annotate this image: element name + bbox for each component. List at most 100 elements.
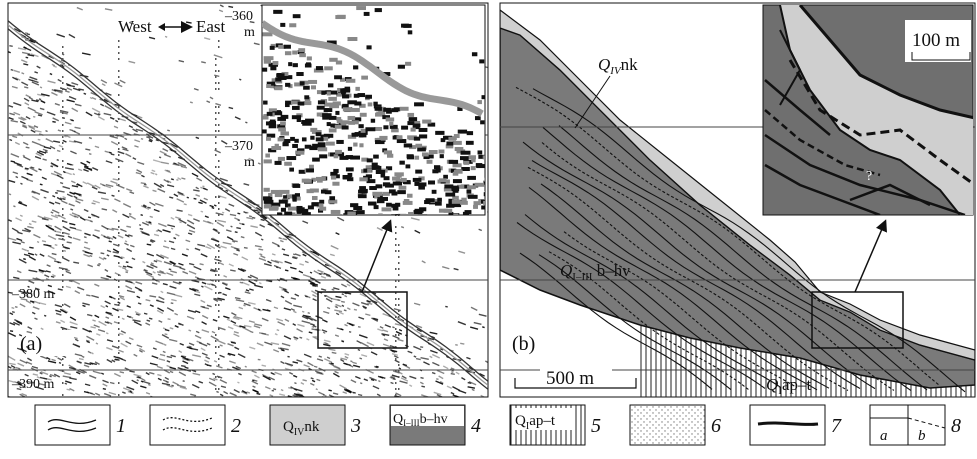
pixel xyxy=(264,200,274,204)
pixel xyxy=(393,181,402,185)
pixel xyxy=(328,97,337,101)
pixel xyxy=(335,150,342,154)
pixel xyxy=(356,210,364,214)
pixel xyxy=(475,183,485,187)
pixel xyxy=(382,192,390,196)
pixel xyxy=(408,30,413,34)
pixel xyxy=(445,193,455,197)
pixel xyxy=(374,205,379,209)
trace-noise xyxy=(62,304,64,306)
trace-noise xyxy=(118,292,120,294)
trace-noise xyxy=(398,334,400,336)
trace-noise xyxy=(398,364,400,366)
pixel xyxy=(452,200,461,204)
pixel xyxy=(382,207,392,211)
pixel xyxy=(366,45,371,49)
pixel xyxy=(309,165,314,169)
pixel xyxy=(418,182,426,186)
pixel xyxy=(383,182,390,186)
trace-noise xyxy=(215,64,217,66)
pixel xyxy=(262,129,267,133)
trace-noise xyxy=(215,340,217,342)
pixel xyxy=(298,48,305,52)
trace-noise xyxy=(218,328,220,330)
depth-label: –370 xyxy=(224,139,253,154)
trace-noise xyxy=(62,256,64,258)
pixel xyxy=(443,175,448,179)
pixel xyxy=(292,115,301,119)
trace-noise xyxy=(218,166,220,168)
pixel xyxy=(292,51,297,55)
pixel xyxy=(361,129,366,133)
direction-label: East xyxy=(196,17,226,36)
pixel xyxy=(358,124,363,128)
pixel xyxy=(467,185,476,189)
pixel xyxy=(293,63,298,67)
pixel xyxy=(280,23,285,27)
pixel xyxy=(285,83,290,87)
pixel xyxy=(292,184,300,188)
pixel xyxy=(281,115,289,119)
trace-noise xyxy=(215,262,217,264)
pixel xyxy=(264,56,274,60)
pixel xyxy=(332,182,339,186)
pixel xyxy=(339,156,348,160)
pixel xyxy=(460,201,468,205)
legend-box xyxy=(35,405,110,445)
figure: West East –360 m –370 m –380 m –390 m (a… xyxy=(0,0,977,459)
pixel xyxy=(368,202,377,206)
trace-noise xyxy=(215,118,217,120)
pixel xyxy=(316,66,323,70)
legend-number: 3 xyxy=(350,415,361,437)
trace-noise xyxy=(62,112,64,114)
pixel xyxy=(300,81,305,85)
trace-noise xyxy=(218,70,220,72)
pixel xyxy=(386,117,395,121)
pixel xyxy=(278,157,285,161)
trace-noise xyxy=(62,82,64,84)
pixel xyxy=(399,161,404,165)
trace-noise xyxy=(118,52,120,54)
pixel xyxy=(446,142,453,146)
pixel xyxy=(374,127,382,131)
trace-noise xyxy=(215,148,217,150)
pixel xyxy=(288,62,292,66)
trace-noise xyxy=(118,172,120,174)
trace-noise xyxy=(218,112,220,114)
pixel xyxy=(275,161,282,165)
pixel xyxy=(278,127,286,131)
pixel xyxy=(468,195,478,199)
pixel xyxy=(342,93,346,97)
pixel xyxy=(474,201,481,205)
pixel xyxy=(270,46,275,50)
pixel xyxy=(371,119,375,123)
pixel xyxy=(297,151,304,155)
trace-noise xyxy=(215,154,217,156)
pixel xyxy=(372,166,382,170)
pixel xyxy=(274,86,282,90)
pixel xyxy=(405,62,411,66)
trace-noise xyxy=(118,112,120,114)
trace-noise xyxy=(62,358,64,360)
trace-noise xyxy=(118,160,120,162)
pixel xyxy=(311,85,316,89)
trace-noise xyxy=(118,262,120,264)
pixel xyxy=(288,207,297,211)
trace-noise xyxy=(118,58,120,60)
pixel xyxy=(353,143,357,147)
pixel xyxy=(323,137,328,141)
trace-noise xyxy=(398,250,400,252)
pixel xyxy=(335,15,345,19)
pixel xyxy=(415,144,422,148)
pixel xyxy=(305,63,312,67)
trace-noise xyxy=(62,88,64,90)
pixel xyxy=(435,202,442,206)
pixel xyxy=(404,199,409,203)
trace-noise xyxy=(62,274,64,276)
pixel xyxy=(411,128,416,132)
pixel xyxy=(367,158,373,162)
trace-noise xyxy=(218,160,220,162)
pixel xyxy=(419,134,427,138)
trace-noise xyxy=(118,190,120,192)
pixel xyxy=(472,52,477,56)
